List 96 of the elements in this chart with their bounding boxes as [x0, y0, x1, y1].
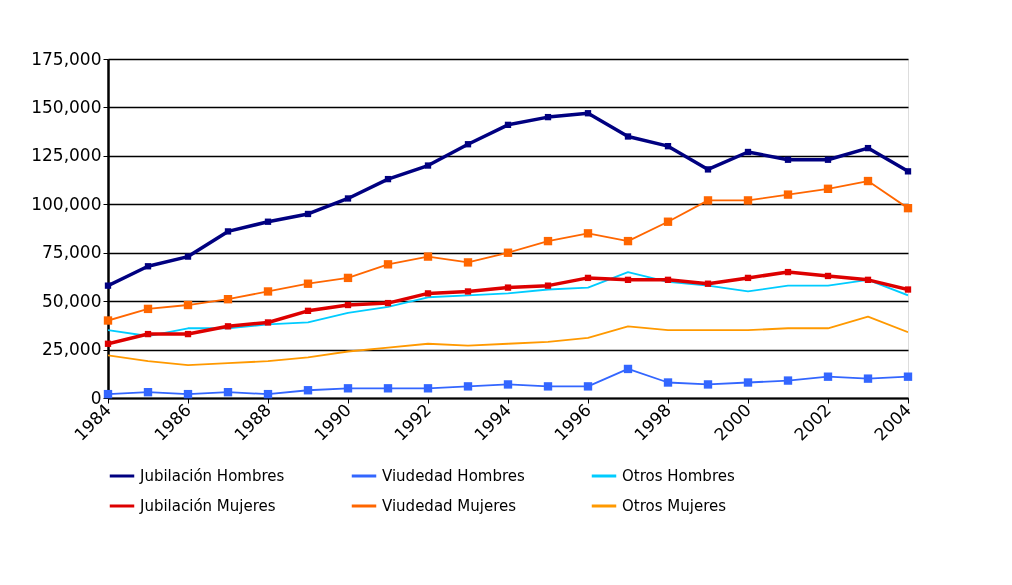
- point: [383, 260, 393, 269]
- point: [144, 263, 152, 270]
- point: [103, 316, 113, 325]
- point: [744, 274, 752, 282]
- point: [744, 148, 752, 156]
- y-tick-label: 150,000: [31, 96, 102, 117]
- point: [543, 382, 553, 391]
- point: [343, 384, 353, 393]
- point: [664, 276, 672, 283]
- point: [584, 274, 592, 282]
- point: [903, 203, 913, 213]
- point: [264, 218, 272, 225]
- point: [904, 286, 912, 293]
- legend-label: Viudedad Hombres: [382, 467, 526, 485]
- point: [904, 168, 912, 175]
- point: [504, 121, 512, 129]
- y-tick-label: 175,000: [31, 48, 102, 69]
- legend-label: Viudedad Mujeres: [382, 497, 517, 515]
- point: [503, 380, 513, 389]
- y-tick-label: 125,000: [31, 145, 102, 166]
- point: [464, 141, 472, 148]
- point: [703, 196, 713, 205]
- point: [743, 196, 753, 205]
- point: [864, 276, 872, 283]
- point: [583, 229, 593, 238]
- point: [863, 374, 873, 383]
- point: [343, 273, 353, 283]
- point: [463, 382, 473, 391]
- point: [704, 280, 712, 287]
- point: [623, 364, 633, 374]
- legend-label: Jubilación Hombres: [139, 467, 285, 485]
- point: [464, 288, 472, 295]
- point: [823, 184, 833, 193]
- point: [263, 287, 273, 296]
- y-tick-label: 25,000: [42, 339, 102, 360]
- point: [783, 190, 793, 199]
- point: [824, 272, 832, 280]
- point: [503, 248, 513, 257]
- point: [703, 380, 713, 389]
- point: [143, 304, 153, 314]
- point: [104, 282, 112, 289]
- point: [623, 236, 633, 246]
- point: [344, 195, 352, 202]
- point: [624, 276, 632, 283]
- point: [824, 156, 832, 163]
- y-tick-label: 100,000: [31, 193, 102, 214]
- point: [504, 284, 512, 291]
- point: [583, 382, 593, 391]
- point: [543, 236, 553, 246]
- point: [743, 378, 753, 387]
- point: [624, 133, 632, 140]
- y-tick-label: 75,000: [42, 242, 102, 263]
- point: [224, 323, 232, 330]
- point: [183, 300, 193, 310]
- point: [424, 290, 432, 297]
- point: [423, 252, 433, 261]
- legend-label: Otros Mujeres: [622, 497, 727, 515]
- point: [584, 110, 592, 117]
- point: [143, 388, 153, 397]
- point: [184, 253, 192, 260]
- point: [184, 330, 192, 338]
- legend-label: Jubilación Mujeres: [139, 497, 276, 515]
- point: [783, 376, 793, 385]
- point: [663, 217, 673, 226]
- point: [304, 307, 312, 314]
- point: [863, 176, 873, 186]
- point: [304, 210, 312, 218]
- point: [384, 299, 392, 307]
- point: [344, 301, 352, 309]
- point: [264, 319, 272, 326]
- point: [383, 384, 393, 393]
- point: [784, 268, 792, 276]
- point: [303, 386, 313, 395]
- point: [223, 295, 233, 304]
- point: [663, 378, 673, 387]
- point: [224, 228, 232, 235]
- point: [544, 113, 552, 121]
- point: [424, 162, 432, 169]
- point: [823, 372, 833, 381]
- y-tick-label: 50,000: [42, 290, 102, 311]
- point: [223, 388, 233, 397]
- point: [104, 340, 112, 347]
- point: [423, 384, 433, 393]
- point: [183, 389, 193, 399]
- point: [864, 144, 872, 152]
- point: [263, 389, 273, 399]
- point: [144, 330, 152, 338]
- point: [544, 282, 552, 289]
- point: [303, 279, 313, 288]
- point: [664, 143, 672, 150]
- point: [384, 175, 392, 183]
- point: [704, 166, 712, 173]
- point: [463, 258, 473, 267]
- point: [903, 372, 913, 381]
- legend-label: Otros Hombres: [622, 467, 735, 485]
- point: [784, 156, 792, 163]
